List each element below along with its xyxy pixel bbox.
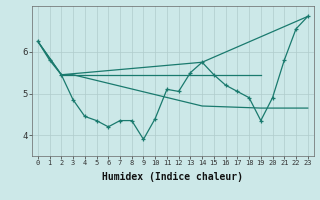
- X-axis label: Humidex (Indice chaleur): Humidex (Indice chaleur): [102, 172, 243, 182]
